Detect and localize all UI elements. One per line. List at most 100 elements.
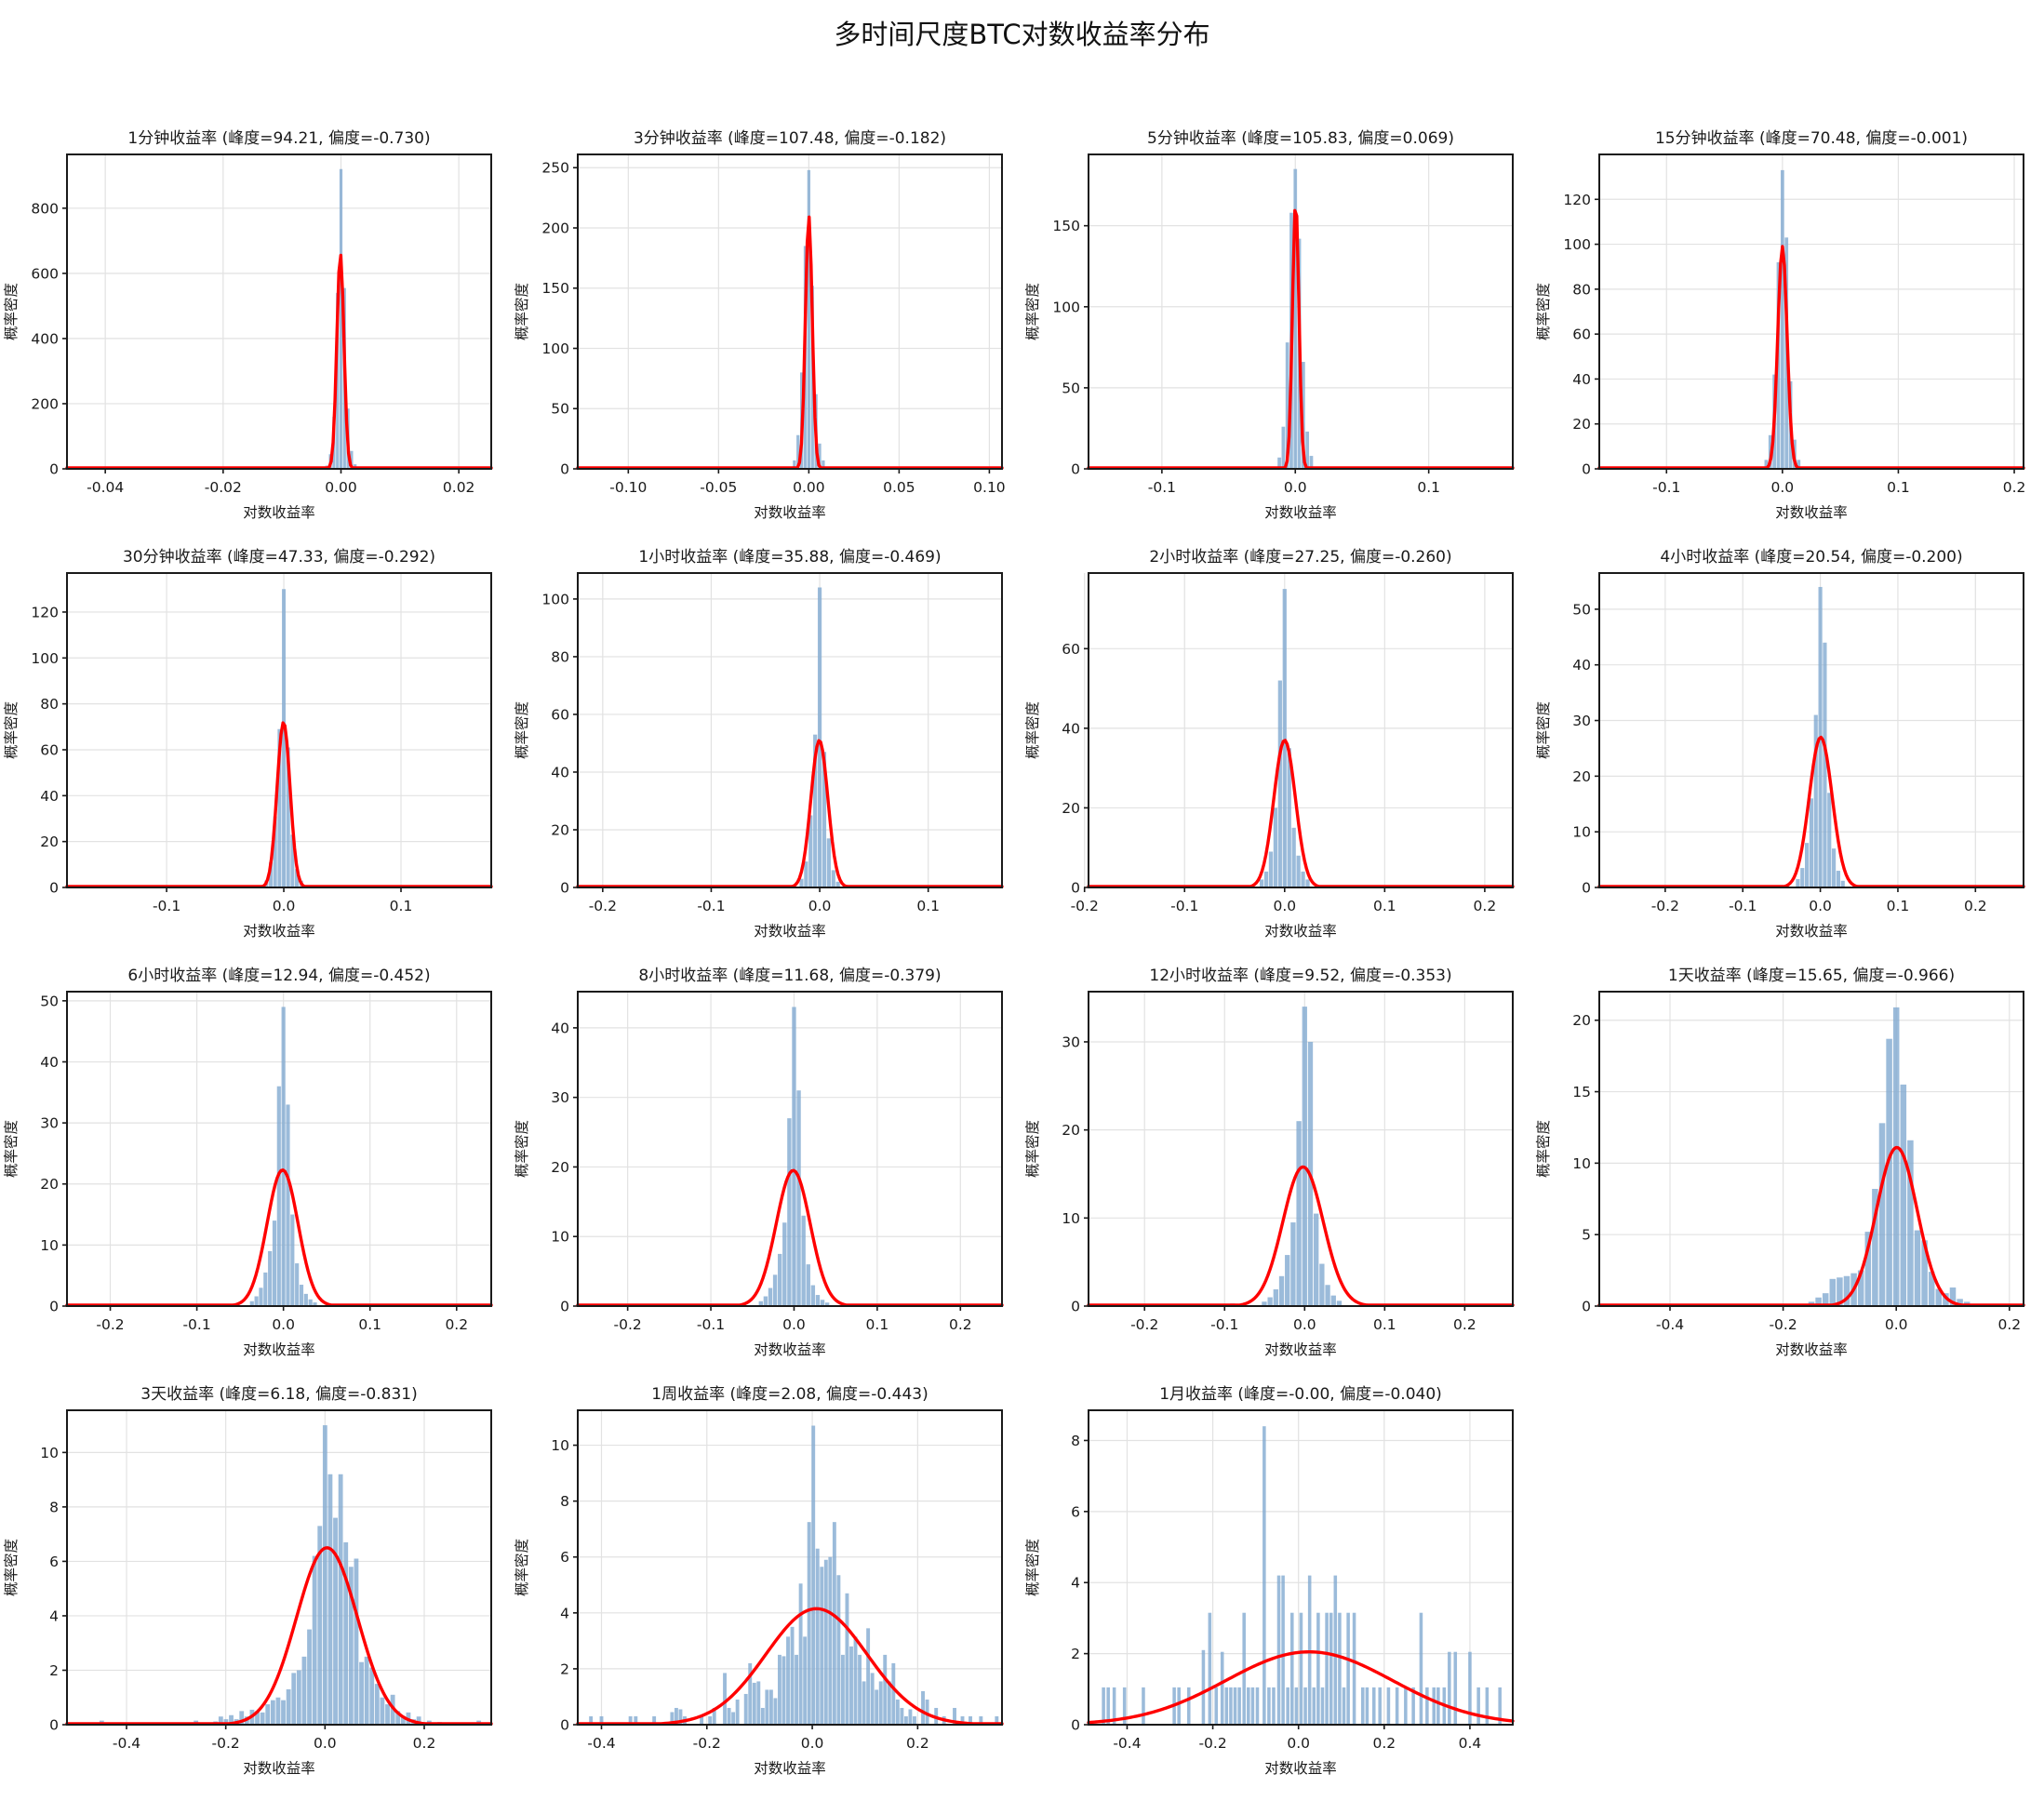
gridlines (578, 1410, 1002, 1725)
svg-text:50: 50 (1572, 601, 1591, 618)
x-axis-label: 对数收益率 (1775, 504, 1848, 521)
svg-text:10: 10 (1062, 1210, 1080, 1227)
axes-box (1088, 1409, 1514, 1726)
y-axis: 0 5 10 15 20 (1572, 1012, 1599, 1315)
subplot-12-canvas: -0.4 -0.2 0.0 0.2 0 5 10 15 20 1天收益率 (峰度=15.65, 偏… (1535, 967, 2025, 1358)
svg-text:-0.2: -0.2 (1198, 1735, 1226, 1752)
x-axis: -0.2 -0.1 0.0 0.1 (589, 887, 940, 914)
subplot-7: -0.2 -0.1 0.0 0.1 0.2 0 20 40 60 2小时收益率 (峰度=27.25… (1022, 541, 1532, 960)
svg-text:0: 0 (1071, 880, 1080, 897)
svg-text:-0.4: -0.4 (1656, 1316, 1684, 1333)
svg-text:20: 20 (1062, 1122, 1080, 1139)
gridlines (578, 573, 1002, 887)
histogram-bars (177, 1007, 372, 1306)
svg-text:0.2: 0.2 (2003, 479, 2026, 496)
svg-text:30: 30 (1572, 713, 1591, 729)
svg-text:0.1: 0.1 (866, 1316, 889, 1333)
svg-text:-0.1: -0.1 (1170, 898, 1198, 914)
subplot-title: 8小时收益率 (峰度=11.68, 偏度=-0.379) (638, 967, 941, 985)
svg-text:80: 80 (551, 648, 569, 665)
svg-text:0.1: 0.1 (1887, 898, 1910, 914)
svg-text:-0.02: -0.02 (205, 479, 242, 496)
gridlines (67, 154, 491, 469)
y-axis-label: 概率密度 (1535, 701, 1552, 759)
svg-text:-0.2: -0.2 (614, 1316, 642, 1333)
gridlines (1084, 573, 1513, 887)
x-axis-label: 对数收益率 (754, 1760, 826, 1777)
svg-text:-0.1: -0.1 (697, 898, 725, 914)
svg-text:0: 0 (49, 880, 59, 897)
svg-text:150: 150 (541, 280, 569, 297)
histogram-bars (1182, 1007, 1411, 1306)
y-axis: 0 200 400 600 800 (31, 200, 67, 478)
y-axis-label: 概率密度 (1024, 1120, 1041, 1178)
x-axis: -0.4 -0.2 0.0 0.2 (587, 1725, 929, 1752)
svg-text:0.0: 0.0 (1287, 1735, 1310, 1752)
svg-text:0: 0 (560, 1717, 569, 1734)
svg-text:-0.2: -0.2 (589, 898, 617, 914)
x-axis-label: 对数收益率 (1775, 923, 1848, 940)
svg-text:-0.04: -0.04 (87, 479, 124, 496)
svg-text:-0.1: -0.1 (697, 1316, 725, 1333)
svg-text:50: 50 (40, 993, 59, 1009)
y-axis-label: 概率密度 (3, 701, 20, 759)
histogram-bars (264, 589, 303, 887)
svg-text:0.1: 0.1 (1417, 479, 1440, 496)
subplot-1: -0.04 -0.02 0.00 0.02 0 200 400 600 800 1分钟收益率 (峰… (0, 123, 511, 541)
axes-box (1598, 153, 2024, 470)
normal-fit-curve (576, 1607, 1004, 1726)
svg-text:30: 30 (40, 1115, 59, 1132)
svg-text:120: 120 (1563, 192, 1591, 208)
subplot-2: -0.10 -0.05 0.00 0.05 0.10 0 50 100 150 200 250 3分钟… (511, 123, 1022, 541)
svg-text:8: 8 (49, 1499, 59, 1515)
svg-text:100: 100 (541, 340, 569, 357)
svg-text:10: 10 (40, 1237, 59, 1254)
histogram-bars (799, 587, 840, 887)
gridlines (67, 1410, 491, 1725)
svg-text:-0.4: -0.4 (1113, 1735, 1141, 1752)
y-axis: 0 2 4 6 8 10 (551, 1437, 578, 1734)
svg-text:0.2: 0.2 (413, 1735, 436, 1752)
svg-text:10: 10 (1572, 824, 1591, 841)
normal-fit-curve (576, 739, 1004, 888)
svg-text:50: 50 (1062, 380, 1080, 396)
svg-text:0.4: 0.4 (1459, 1735, 1482, 1752)
y-axis: 0 2 4 6 8 10 (40, 1445, 67, 1734)
svg-text:6: 6 (560, 1549, 569, 1566)
svg-text:0.1: 0.1 (1887, 479, 1910, 496)
normal-fit-curve (1087, 739, 1515, 888)
gridlines (578, 154, 1002, 469)
svg-text:0.2: 0.2 (1964, 898, 1987, 914)
y-axis: 0 2 4 6 8 (1071, 1433, 1089, 1734)
svg-text:-0.4: -0.4 (113, 1735, 140, 1752)
subplot-3-canvas: -0.1 0.0 0.1 0 50 100 150 5分钟收益率 (峰度=105.83, 偏度… (1024, 129, 1515, 521)
subplot-2-canvas: -0.10 -0.05 0.00 0.05 0.10 0 50 100 150 200 250 3分钟… (514, 129, 1006, 521)
svg-text:120: 120 (31, 604, 59, 620)
y-axis: 0 50 100 150 (1052, 218, 1089, 478)
svg-text:0.0: 0.0 (1293, 1316, 1316, 1333)
y-axis-label: 概率密度 (514, 1120, 530, 1178)
svg-text:0.02: 0.02 (443, 479, 475, 496)
svg-text:0.0: 0.0 (273, 898, 296, 914)
histogram-bars (1102, 1426, 1502, 1725)
y-axis: 0 20 40 60 80 100 (541, 591, 578, 897)
svg-text:20: 20 (1572, 768, 1591, 785)
svg-text:100: 100 (31, 650, 59, 667)
subplot-11: -0.2 -0.1 0.0 0.1 0.2 0 10 20 30 12小时收益率 (峰度=9.52… (1022, 960, 1532, 1379)
svg-text:20: 20 (551, 821, 569, 838)
axes-box (1598, 572, 2024, 888)
subplot-11-canvas: -0.2 -0.1 0.0 0.1 0.2 0 10 20 30 12小时收益率 (峰度=9.52… (1024, 967, 1515, 1358)
y-axis-label: 概率密度 (1024, 283, 1041, 340)
x-axis-label: 对数收益率 (243, 504, 315, 521)
subplot-title: 1小时收益率 (峰度=35.88, 偏度=-0.469) (638, 548, 941, 567)
svg-text:0: 0 (49, 1717, 59, 1734)
x-axis: -0.04 -0.02 0.00 0.02 (87, 469, 474, 496)
svg-text:0.1: 0.1 (916, 898, 940, 914)
svg-text:0.0: 0.0 (1771, 479, 1795, 496)
svg-text:0.0: 0.0 (808, 898, 832, 914)
svg-text:0: 0 (1071, 461, 1080, 478)
subplot-title: 15分钟收益率 (峰度=70.48, 偏度=-0.001) (1655, 129, 1968, 148)
y-axis-label: 概率密度 (1024, 1539, 1041, 1596)
subplot-title: 1周收益率 (峰度=2.08, 偏度=-0.443) (651, 1385, 928, 1404)
